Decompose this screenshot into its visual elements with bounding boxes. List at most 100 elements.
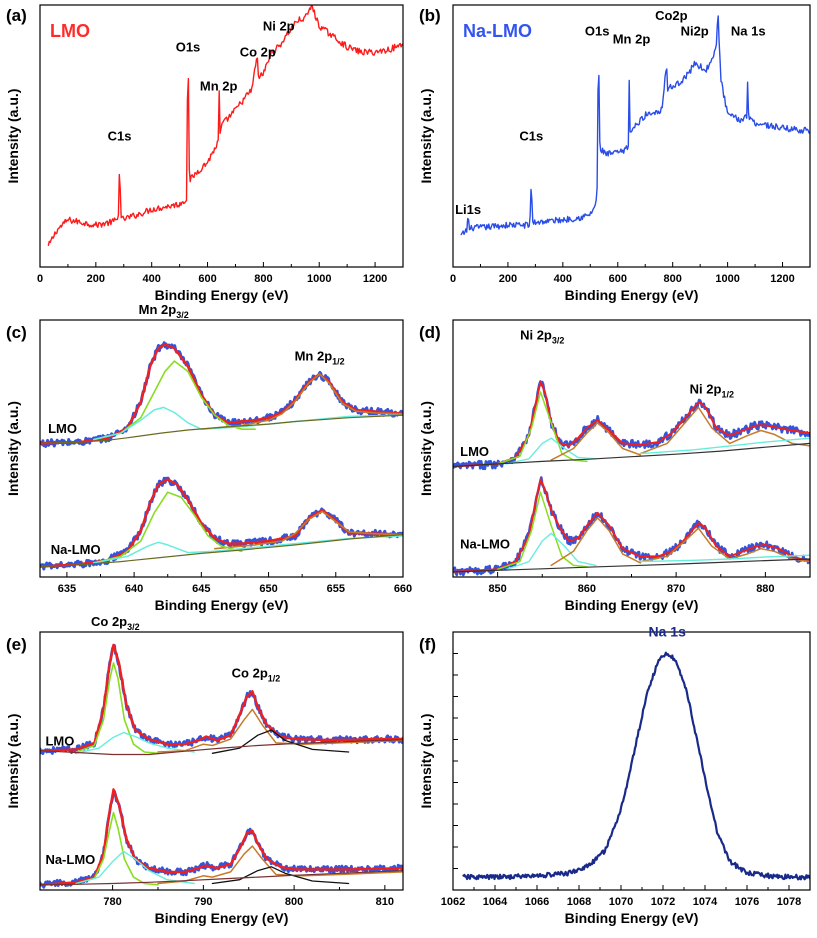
series-line [505, 437, 597, 465]
series-group [47, 5, 403, 246]
series-line [462, 651, 810, 881]
x-tick-label: 200 [87, 273, 105, 285]
panel-b: 0 200 400 600 800 1000 1200 Binding Energy (eV)… [418, 4, 811, 303]
x-tick-label: 0 [37, 273, 43, 285]
series-group [460, 15, 810, 236]
plot-frame [39, 319, 404, 578]
panel-label: (f) [419, 635, 436, 654]
peak-annotation: O1s [176, 39, 201, 54]
series-line [75, 811, 159, 886]
x-axis-label: Binding Energy (eV) [565, 910, 699, 926]
series-line [40, 341, 403, 448]
series-line [40, 788, 403, 886]
x-tick-label: 780 [103, 896, 121, 908]
x-tick-label: 1062 [441, 896, 465, 908]
series-line [639, 437, 810, 455]
series-line [93, 491, 243, 564]
annotation-subscript: 3/2 [176, 310, 189, 320]
x-tick-label: 1000 [715, 273, 739, 285]
x-tick-label: 400 [554, 273, 572, 285]
annotation-subscript: 1/2 [721, 390, 734, 400]
peak-annotation: Mn 2p3/2 [139, 302, 189, 320]
series-group [462, 651, 810, 881]
peak-annotation: C1s [108, 128, 132, 143]
chart-title: LMO [50, 21, 90, 41]
annotation-main: Ni 2p [690, 382, 722, 397]
sample-label: Na-LMO [51, 542, 101, 557]
sample-label: Na-LMO [45, 852, 95, 867]
annotation-main: Mn 2p [295, 348, 333, 363]
sample-label: Na-LMO [460, 537, 510, 552]
series-line [211, 729, 350, 754]
series-line [40, 643, 403, 752]
x-tick-label: 860 [578, 583, 596, 595]
series-group [453, 380, 810, 577]
peak-annotation: C1s [519, 128, 543, 143]
plot-frame [452, 4, 811, 268]
annotation-main: Ni 2p [520, 328, 552, 343]
peak-annotation: Mn 2p [613, 32, 651, 47]
x-tick-label: 600 [198, 273, 216, 285]
x-axis-label: Binding Energy (eV) [155, 910, 289, 926]
y-axis-label: Intensity (a.u.) [418, 401, 434, 496]
x-tick-label: 655 [327, 583, 345, 595]
x-tick-label: 640 [125, 583, 143, 595]
x-tick-label: 600 [609, 273, 627, 285]
peak-annotation: Co 2p1/2 [232, 666, 281, 684]
sample-label: LMO [45, 734, 74, 749]
x-tick-label: 645 [192, 583, 210, 595]
panel-label: (c) [6, 323, 27, 342]
series-line [496, 491, 588, 571]
x-tick-label: 800 [285, 896, 303, 908]
x-tick-label: 1000 [307, 273, 331, 285]
x-tick-label: 1066 [525, 896, 549, 908]
x-tick-label: 200 [499, 273, 517, 285]
series-line [496, 391, 588, 465]
x-tick-label: 660 [394, 583, 412, 595]
annotation-main: Mn 2p [139, 302, 177, 317]
x-tick-label: 1064 [483, 896, 508, 908]
annotation-main: Co 2p [91, 614, 127, 629]
x-tick-label: 1074 [693, 896, 718, 908]
peak-annotation: Mn 2p [200, 79, 238, 94]
panel-a: 0 200 400 600 800 1000 1200 Binding Energy (eV)… [5, 4, 404, 303]
annotation-main: Co 2p [232, 666, 268, 681]
panel-label: (b) [419, 6, 441, 25]
sample-label: LMO [460, 444, 489, 459]
series-line [75, 731, 195, 754]
x-tick-label: 1200 [363, 273, 387, 285]
annotation-subscript: 1/2 [332, 356, 345, 366]
x-tick-label: 635 [58, 583, 76, 595]
y-axis-label: Intensity (a.u.) [5, 714, 21, 809]
annotation-subscript: 3/2 [552, 336, 565, 346]
series-line [40, 478, 403, 568]
x-tick-label: 0 [450, 273, 456, 285]
series-line [460, 15, 810, 236]
panel-c: 635 640 645 650 655 660 Binding Energy (eV) Int… [5, 302, 412, 613]
y-axis-label: Intensity (a.u.) [418, 714, 434, 809]
series-group [40, 643, 403, 889]
peak-annotation: Ni 2p3/2 [520, 328, 564, 346]
x-tick-label: 1070 [609, 896, 633, 908]
x-tick-label: 400 [143, 273, 161, 285]
panel-e: 780 790 800 810 Binding Energy (eV) Intensity… [5, 614, 404, 926]
series-line [639, 554, 810, 563]
series-line [453, 380, 810, 471]
peak-annotation: Co2p [655, 8, 688, 23]
x-tick-label: 810 [376, 896, 394, 908]
plot-frame [39, 631, 404, 891]
sample-label: LMO [48, 421, 77, 436]
series-line [211, 866, 350, 885]
x-tick-label: 1072 [651, 896, 675, 908]
series-line [40, 534, 403, 568]
x-tick-label: 1200 [770, 273, 794, 285]
annotation-subscript: 3/2 [127, 622, 140, 632]
x-axis-label: Binding Energy (eV) [565, 287, 699, 303]
x-tick-label: 1078 [777, 896, 801, 908]
series-line [93, 535, 403, 564]
x-axis-label: Binding Energy (eV) [155, 597, 289, 613]
annotation-subscript: 1/2 [268, 674, 281, 684]
series-line [157, 708, 403, 753]
x-tick-label: 650 [259, 583, 277, 595]
peak-annotation: O1s [585, 24, 610, 39]
